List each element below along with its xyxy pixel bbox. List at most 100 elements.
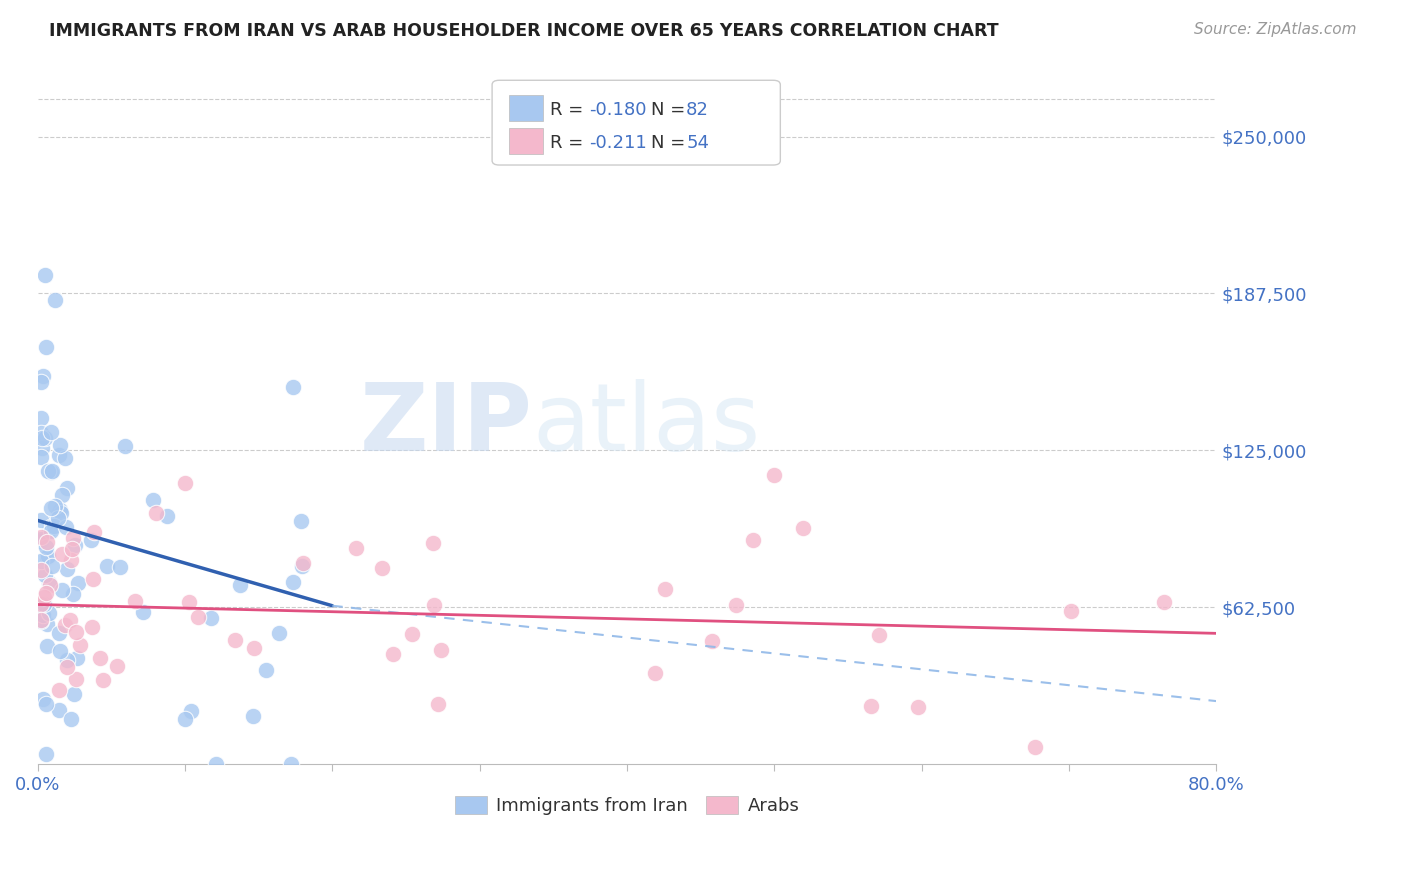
Text: IMMIGRANTS FROM IRAN VS ARAB HOUSEHOLDER INCOME OVER 65 YEARS CORRELATION CHART: IMMIGRANTS FROM IRAN VS ARAB HOUSEHOLDER…	[49, 22, 998, 40]
Point	[283, 380, 305, 394]
Point	[44, 519, 66, 533]
Point	[187, 610, 209, 624]
Point	[371, 560, 394, 574]
Point	[39, 425, 62, 439]
Point	[422, 535, 444, 549]
Point	[700, 633, 723, 648]
Text: 82: 82	[686, 101, 709, 119]
Point	[177, 595, 200, 609]
Text: -0.180: -0.180	[589, 101, 647, 119]
Point	[30, 411, 52, 425]
Point	[82, 620, 104, 634]
Point	[1060, 604, 1083, 618]
Point	[38, 576, 60, 591]
Point	[430, 643, 453, 657]
Point	[30, 614, 52, 628]
Point	[204, 756, 226, 771]
Point	[62, 586, 84, 600]
Point	[724, 598, 747, 612]
Point	[91, 673, 114, 687]
Point	[41, 558, 63, 573]
Point	[35, 340, 58, 354]
Point	[46, 511, 69, 525]
Point	[60, 541, 83, 556]
Point	[59, 712, 82, 726]
Text: ZIP: ZIP	[360, 379, 533, 471]
Point	[344, 541, 367, 556]
Point	[35, 639, 58, 653]
Point	[48, 682, 70, 697]
Point	[30, 532, 52, 546]
Point	[156, 508, 179, 523]
Text: atlas: atlas	[533, 379, 761, 471]
Point	[83, 524, 105, 539]
Text: N =: N =	[651, 134, 690, 152]
Point	[89, 651, 111, 665]
Point	[42, 515, 65, 529]
Point	[34, 268, 56, 282]
Point	[30, 375, 52, 389]
Point	[56, 660, 79, 674]
Point	[62, 531, 84, 545]
Point	[41, 501, 63, 516]
Point	[280, 756, 302, 771]
Point	[30, 613, 52, 627]
Point	[49, 507, 72, 521]
Point	[145, 506, 167, 520]
Point	[859, 699, 882, 714]
Point	[291, 559, 314, 574]
Point	[242, 709, 264, 723]
Point	[38, 606, 60, 620]
Point	[1153, 595, 1175, 609]
Point	[34, 591, 56, 605]
Point	[114, 439, 136, 453]
Point	[124, 594, 146, 608]
Point	[51, 547, 73, 561]
Point	[35, 586, 58, 600]
Point	[60, 553, 83, 567]
Point	[31, 691, 53, 706]
Point	[290, 514, 312, 528]
Point	[53, 617, 76, 632]
Text: N =: N =	[651, 101, 690, 119]
Point	[173, 712, 195, 726]
Point	[41, 464, 63, 478]
Point	[30, 533, 52, 548]
Point	[31, 441, 53, 455]
Point	[55, 562, 77, 576]
Point	[48, 625, 70, 640]
Point	[229, 578, 252, 592]
Point	[69, 638, 91, 652]
Point	[868, 628, 890, 642]
Point	[66, 575, 89, 590]
Point	[654, 582, 676, 596]
Point	[35, 549, 58, 564]
Point	[31, 607, 53, 622]
Point	[281, 574, 304, 589]
Text: 54: 54	[686, 134, 709, 152]
Point	[741, 533, 763, 547]
Text: Source: ZipAtlas.com: Source: ZipAtlas.com	[1194, 22, 1357, 37]
Point	[224, 633, 246, 648]
Point	[56, 653, 79, 667]
Point	[180, 704, 202, 718]
Point	[132, 605, 155, 619]
Point	[63, 687, 86, 701]
Point	[59, 613, 82, 627]
Point	[51, 488, 73, 502]
Point	[30, 597, 52, 611]
Point	[254, 663, 277, 677]
Point	[39, 578, 62, 592]
Point	[30, 554, 52, 568]
Point	[96, 558, 118, 573]
Point	[56, 481, 79, 495]
Point	[35, 697, 58, 711]
Text: -0.211: -0.211	[589, 134, 647, 152]
Point	[382, 647, 405, 661]
Point	[65, 673, 87, 687]
Point	[35, 747, 58, 761]
Point	[291, 556, 314, 570]
Point	[44, 499, 66, 513]
Point	[763, 468, 786, 483]
Point	[31, 368, 53, 383]
